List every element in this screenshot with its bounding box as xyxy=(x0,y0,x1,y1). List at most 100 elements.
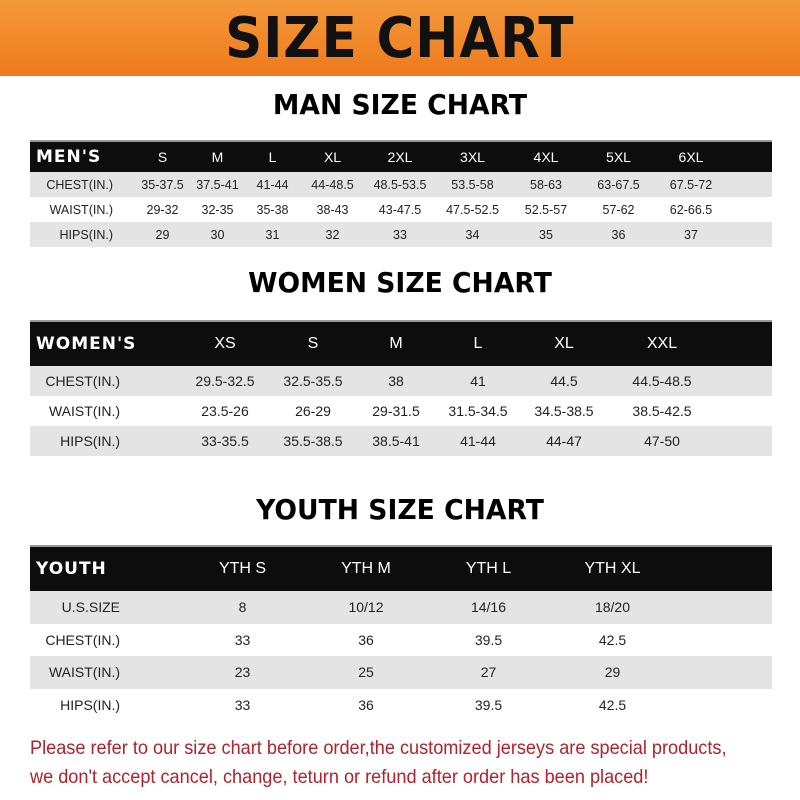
table-header-row: WOMEN'S XS S M L XL XXL xyxy=(30,320,772,366)
size-header: M xyxy=(389,335,403,352)
size-header: L xyxy=(473,335,483,352)
size-header: L xyxy=(268,149,277,165)
table-cell: 34 xyxy=(465,227,480,242)
size-header: M xyxy=(211,149,224,165)
order-notice-line-1: Please refer to our size chart before or… xyxy=(30,737,727,759)
row-label: HIPS(IN.) xyxy=(60,433,120,449)
table-row: HIPS(IN.) 29 30 31 32 33 34 35 36 37 xyxy=(30,222,772,247)
table-cell: 31 xyxy=(265,227,280,242)
table-cell: 25 xyxy=(358,664,374,681)
table-cell: 41-44 xyxy=(460,433,496,449)
table-cell: 39.5 xyxy=(474,696,503,713)
table-cell: 27 xyxy=(480,664,497,681)
table-header-row: MEN'S S M L XL 2XL 3XL 4XL 5XL 6XL xyxy=(30,140,772,172)
table-cell: 36 xyxy=(358,631,374,648)
table-row: HIPS(IN.) 33-35.5 35.5-38.5 38.5-41 41-44 44-… xyxy=(30,426,772,456)
men-size-table: MEN'S S M L XL 2XL 3XL 4XL 5XL 6XL CHEST(IN.) 35-37… xyxy=(30,140,772,247)
size-header: XL xyxy=(323,149,342,165)
row-label: WAIST(IN.) xyxy=(48,664,120,681)
table-cell: 41 xyxy=(470,373,486,389)
men-section-title: MAN SIZE CHART xyxy=(272,88,528,121)
table-cell: 35 xyxy=(539,227,553,242)
table-row: HIPS(IN.) 33 36 39.5 42.5 xyxy=(30,688,772,721)
table-cell: 47-50 xyxy=(644,433,680,449)
table-cell: 32.5-35.5 xyxy=(283,373,343,389)
table-cell: 29-31.5 xyxy=(372,403,420,419)
row-label: WAIST(IN.) xyxy=(49,202,113,217)
table-cell: 38.5-41 xyxy=(372,433,420,449)
table-row: WAIST(IN.) 23.5-26 26-29 29-31.5 31.5-34.5 34… xyxy=(30,396,772,426)
table-cell: 18/20 xyxy=(594,599,631,616)
table-cell: 35-38 xyxy=(256,202,289,217)
banner-title: SIZE CHART xyxy=(225,5,575,71)
table-cell: 42.5 xyxy=(598,696,627,713)
youth-size-table: YOUTH YTH S YTH M YTH L YTH XL U.S.SIZE 8 10/12… xyxy=(30,545,772,721)
table-cell: 14/16 xyxy=(470,599,507,616)
table-row: U.S.SIZE 8 10/12 14/16 18/20 xyxy=(30,591,772,624)
table-cell: 30 xyxy=(210,227,225,242)
table-cell: 32 xyxy=(325,227,340,242)
table-cell: 33-35.5 xyxy=(201,433,249,449)
size-header: YTH L xyxy=(465,560,512,577)
row-label: HIPS(IN.) xyxy=(60,696,120,713)
table-cell: 57-62 xyxy=(602,202,635,217)
size-header: XXL xyxy=(646,335,678,352)
table-cell: 37.5-41 xyxy=(196,177,239,192)
table-cell: 23.5-26 xyxy=(201,403,249,419)
table-cell: 35.5-38.5 xyxy=(283,433,343,449)
table-cell: 67.5-72 xyxy=(669,177,713,192)
table-cell: 58-63 xyxy=(530,177,562,192)
table-cell: 38.5-42.5 xyxy=(632,403,692,419)
table-cell: 34.5-38.5 xyxy=(534,403,594,419)
table-cell: 29 xyxy=(155,227,170,242)
table-header-label: MEN'S xyxy=(36,147,102,167)
table-cell: 44.5-48.5 xyxy=(632,373,692,389)
table-cell: 8 xyxy=(238,599,247,616)
table-cell: 36 xyxy=(358,696,374,713)
table-cell: 29 xyxy=(604,664,621,681)
table-cell: 33 xyxy=(234,631,251,648)
row-label: HIPS(IN.) xyxy=(59,227,113,242)
women-section-title: WOMEN SIZE CHART xyxy=(248,266,552,299)
table-row: CHEST(IN.) 33 36 39.5 42.5 xyxy=(30,623,772,656)
table-cell: 44.5 xyxy=(550,373,578,389)
table-cell: 33 xyxy=(393,227,407,242)
row-label: CHEST(IN.) xyxy=(45,373,120,389)
table-cell: 33 xyxy=(234,696,251,713)
row-label: CHEST(IN.) xyxy=(46,177,113,192)
women-size-table: WOMEN'S XS S M L XL XXL CHEST(IN.) 29.5-32.5 32.5… xyxy=(30,320,772,456)
table-header-row: YOUTH YTH S YTH M YTH L YTH XL xyxy=(30,545,772,591)
row-label: U.S.SIZE xyxy=(61,599,120,616)
size-header: YTH XL xyxy=(584,560,641,577)
table-cell: 43-47.5 xyxy=(378,202,422,217)
size-header: 5XL xyxy=(606,149,631,165)
table-cell: 41-44 xyxy=(256,177,289,192)
table-cell: 32-35 xyxy=(201,202,234,217)
size-header: YTH S xyxy=(218,560,267,577)
table-header-label: YOUTH xyxy=(36,559,107,579)
table-cell: 42.5 xyxy=(598,631,627,648)
table-cell: 44-47 xyxy=(546,433,582,449)
table-cell: 63-67.5 xyxy=(597,177,640,192)
youth-section-title: YOUTH SIZE CHART xyxy=(256,493,544,526)
table-cell: 53.5-58 xyxy=(451,177,494,192)
banner: SIZE CHART xyxy=(0,0,800,76)
size-header: S xyxy=(157,149,168,165)
table-cell: 10/12 xyxy=(348,599,384,616)
size-header: 4XL xyxy=(533,149,559,165)
table-header-label: WOMEN'S xyxy=(36,334,137,354)
order-notice-line-2: we don't accept cancel, change, teturn o… xyxy=(30,766,649,788)
table-cell: 29.5-32.5 xyxy=(195,373,255,389)
row-label: WAIST(IN.) xyxy=(48,403,120,419)
order-notice: Please refer to our size chart before or… xyxy=(30,734,737,792)
size-header: 3XL xyxy=(460,149,485,165)
row-label: CHEST(IN.) xyxy=(45,631,120,648)
table-cell: 38-43 xyxy=(316,202,349,217)
table-row: CHEST(IN.) 35-37.5 37.5-41 41-44 44-48.5 48.5… xyxy=(30,172,772,197)
table-cell: 47.5-52.5 xyxy=(446,202,499,217)
table-cell: 37 xyxy=(684,227,698,242)
table-cell: 38 xyxy=(388,373,404,389)
table-cell: 36 xyxy=(611,227,626,242)
size-header: 6XL xyxy=(678,149,704,165)
size-header: XL xyxy=(554,335,574,352)
